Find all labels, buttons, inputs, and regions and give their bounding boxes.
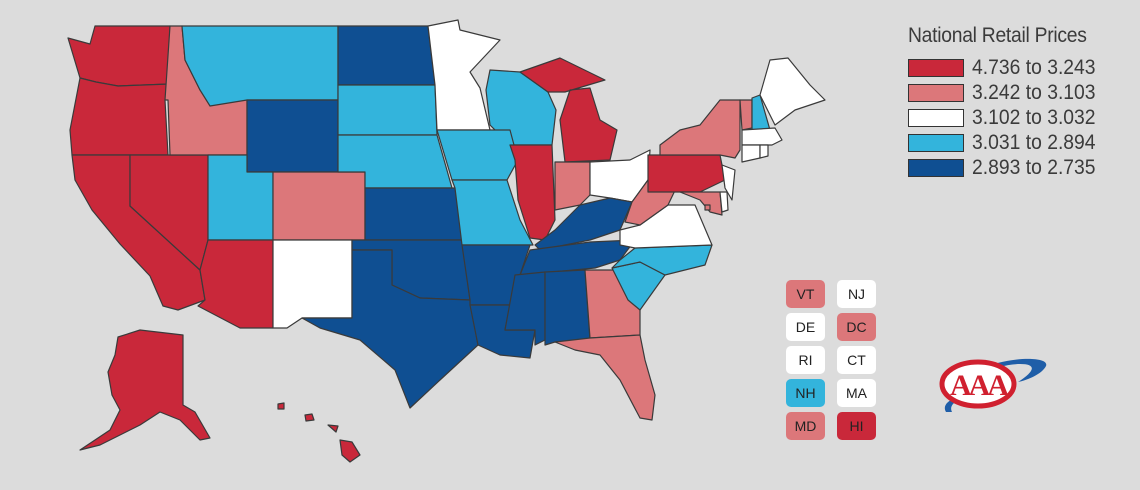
legend-title: National Retail Prices — [908, 24, 1087, 47]
chip-hi[interactable]: HI — [837, 412, 876, 440]
chip-md[interactable]: MD — [786, 412, 825, 440]
state-vt[interactable] — [739, 99, 753, 131]
legend-row-tier-1: 4.736 to 3.243 — [908, 56, 1128, 80]
legend-row-tier-5: 2.893 to 2.735 — [908, 156, 1128, 180]
chip-vt[interactable]: VT — [786, 280, 825, 308]
logo-ring — [939, 359, 1017, 409]
state-de[interactable] — [719, 191, 729, 213]
state-hi[interactable] — [277, 402, 361, 463]
state-ma[interactable] — [741, 127, 783, 146]
state-ri[interactable] — [759, 144, 769, 159]
legend-label: 3.102 to 3.032 — [972, 106, 1096, 129]
state-nm[interactable] — [272, 239, 353, 329]
state-sd[interactable] — [337, 84, 438, 136]
state-il[interactable] — [509, 144, 556, 241]
chip-ri[interactable]: RI — [786, 346, 825, 374]
legend-row-tier-4: 3.031 to 2.894 — [908, 131, 1128, 155]
legend-swatch — [908, 134, 964, 152]
state-az[interactable] — [197, 239, 274, 329]
chip-nj[interactable]: NJ — [837, 280, 876, 308]
legend-label: 3.242 to 3.103 — [972, 81, 1096, 104]
state-mn[interactable] — [427, 19, 501, 131]
price-legend: National Retail Prices 4.736 to 3.243 3.… — [908, 24, 1128, 181]
state-md[interactable] — [679, 191, 723, 216]
state-or[interactable] — [69, 77, 171, 156]
state-co[interactable] — [272, 171, 366, 241]
legend-swatch — [908, 109, 964, 127]
state-ak[interactable] — [79, 329, 211, 451]
state-tx[interactable] — [301, 249, 479, 409]
legend-swatch — [908, 84, 964, 102]
chip-de[interactable]: DE — [786, 313, 825, 341]
chip-ma[interactable]: MA — [837, 379, 876, 407]
state-nd[interactable] — [337, 25, 436, 86]
legend-label: 4.736 to 3.243 — [972, 56, 1096, 79]
state-mo[interactable] — [451, 179, 534, 246]
state-mi[interactable] — [519, 57, 618, 163]
chip-dc[interactable]: DC — [837, 313, 876, 341]
state-in[interactable] — [554, 161, 591, 211]
state-ct[interactable] — [741, 144, 761, 163]
state-wa[interactable] — [67, 25, 171, 87]
state-al[interactable] — [544, 269, 591, 346]
state-me[interactable] — [759, 57, 826, 126]
state-mt[interactable] — [181, 25, 339, 107]
us-gas-price-map — [67, 19, 826, 463]
small-state-chips: VT NJ DE DC RI CT NH MA MD HI — [786, 280, 876, 440]
state-ia[interactable] — [436, 129, 519, 181]
aaa-logo: AAA — [939, 358, 1047, 412]
state-dc[interactable] — [704, 204, 711, 211]
legend-swatch — [908, 59, 964, 77]
legend-swatch — [908, 159, 964, 177]
logo-swoosh — [944, 358, 1047, 412]
legend-label: 3.031 to 2.894 — [972, 131, 1096, 154]
state-wy[interactable] — [246, 99, 339, 173]
chip-nh[interactable]: NH — [786, 379, 825, 407]
state-pa[interactable] — [647, 154, 726, 193]
state-ny[interactable] — [659, 99, 741, 159]
legend-row-tier-3: 3.102 to 3.032 — [908, 106, 1128, 130]
state-fl[interactable] — [554, 334, 656, 421]
logo-text: AAA — [950, 369, 1009, 402]
chip-ct[interactable]: CT — [837, 346, 876, 374]
state-nj[interactable] — [721, 164, 736, 201]
legend-row-tier-2: 3.242 to 3.103 — [908, 81, 1128, 105]
legend-label: 2.893 to 2.735 — [972, 156, 1096, 179]
state-ks[interactable] — [364, 187, 463, 241]
